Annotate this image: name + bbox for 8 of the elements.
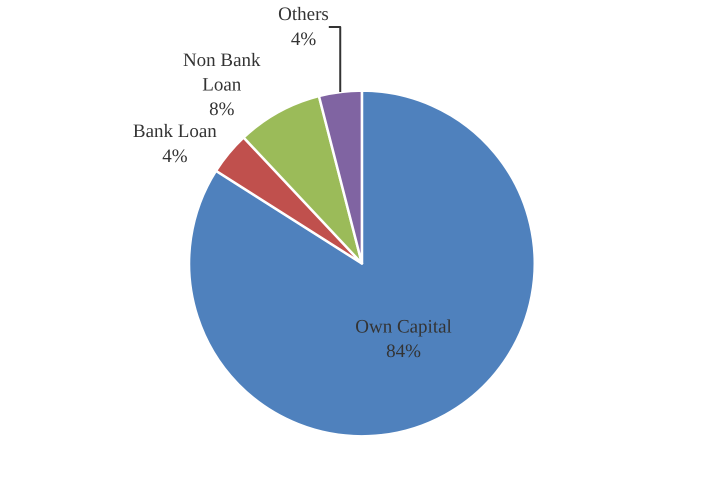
slice-label: Others [278,4,329,26]
slice-label: Own Capital [355,316,452,338]
data-label: 4% [162,146,188,167]
slice-label: Non Bank Loan [182,50,262,96]
data-label: 8% [209,99,235,120]
data-label: 84% [386,341,422,362]
slice-label: Bank Loan [132,121,218,142]
data-label: 4% [290,28,316,50]
